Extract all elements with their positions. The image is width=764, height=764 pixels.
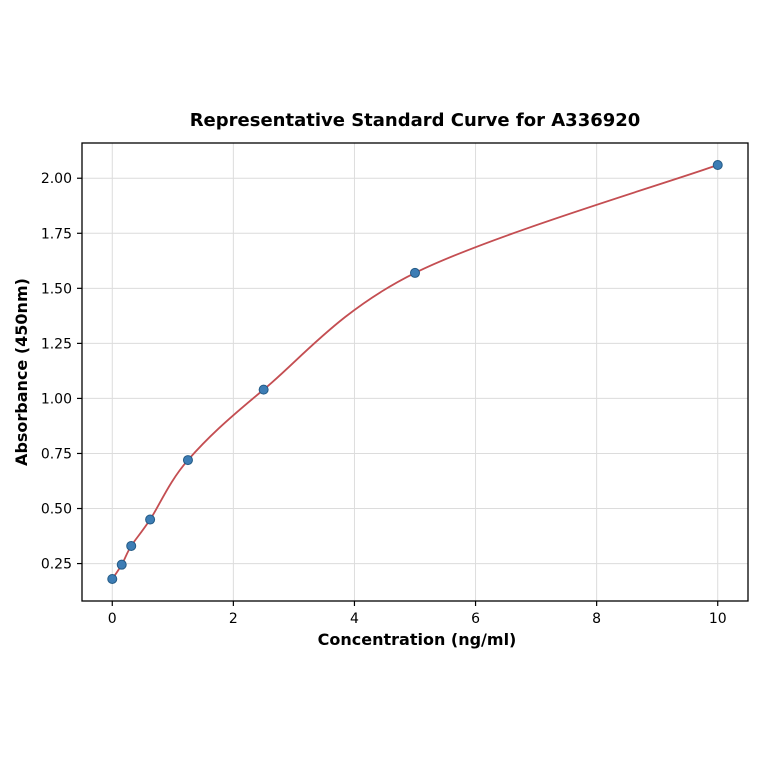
x-tick-label: 4 <box>350 611 359 627</box>
y-axis-label: Absorbance (450nm) <box>12 278 31 466</box>
y-tick-label: 1.25 <box>41 336 72 352</box>
fit-curve <box>111 164 719 580</box>
x-tick-label: 0 <box>108 611 117 627</box>
x-tick-label: 6 <box>471 611 480 627</box>
data-point <box>107 573 118 584</box>
x-tick-label: 2 <box>229 611 238 627</box>
y-tick-label: 1.00 <box>41 391 72 407</box>
y-tick-label: 0.75 <box>41 446 72 462</box>
data-point <box>258 384 269 395</box>
y-tick-label: 1.50 <box>41 281 72 297</box>
y-tick-label: 1.75 <box>41 226 72 242</box>
data-point <box>145 514 156 525</box>
y-tick-label: 0.25 <box>41 557 72 573</box>
data-point <box>116 559 127 570</box>
data-point <box>712 160 723 171</box>
data-point <box>126 540 137 551</box>
y-tick-label: 0.50 <box>41 502 72 518</box>
plot-frame <box>81 142 749 602</box>
plot-area: 0 2 4 6 8 10 0.25 0.50 0.75 1.00 1.25 1.50 1.75 2.00 <box>41 142 749 627</box>
x-axis-label: Concentration (ng/ml) <box>318 630 517 649</box>
x-tick-label: 10 <box>709 611 727 627</box>
data-point <box>410 267 420 278</box>
x-tick-label: 8 <box>592 611 601 627</box>
chart-title: Representative Standard Curve for A33692… <box>190 110 641 131</box>
y-tick-label: 2.00 <box>41 171 72 187</box>
data-point <box>182 455 193 466</box>
